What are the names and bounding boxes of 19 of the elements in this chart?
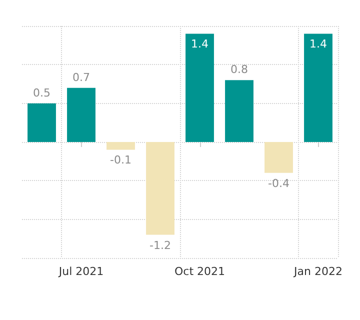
data-label: 0.7 — [72, 70, 90, 84]
data-label: 1.4 — [310, 38, 327, 51]
bar — [106, 142, 135, 150]
bar — [67, 88, 96, 142]
data-label: 1.4 — [191, 38, 208, 51]
bar — [146, 142, 174, 235]
bar — [304, 34, 332, 142]
x-tick-label: Oct 2021 — [174, 265, 226, 278]
data-label: -0.4 — [268, 176, 290, 190]
data-label: 0.8 — [230, 63, 248, 76]
x-tick-label: Jan 2022 — [293, 265, 342, 278]
bar — [186, 34, 214, 142]
data-label: -0.1 — [110, 154, 132, 167]
bar — [264, 142, 293, 173]
data-label: 0.5 — [33, 86, 50, 100]
data-label: -1.2 — [150, 238, 171, 252]
bar — [225, 80, 254, 142]
x-tick-label: Jul 2021 — [58, 265, 104, 278]
bar — [28, 103, 56, 142]
